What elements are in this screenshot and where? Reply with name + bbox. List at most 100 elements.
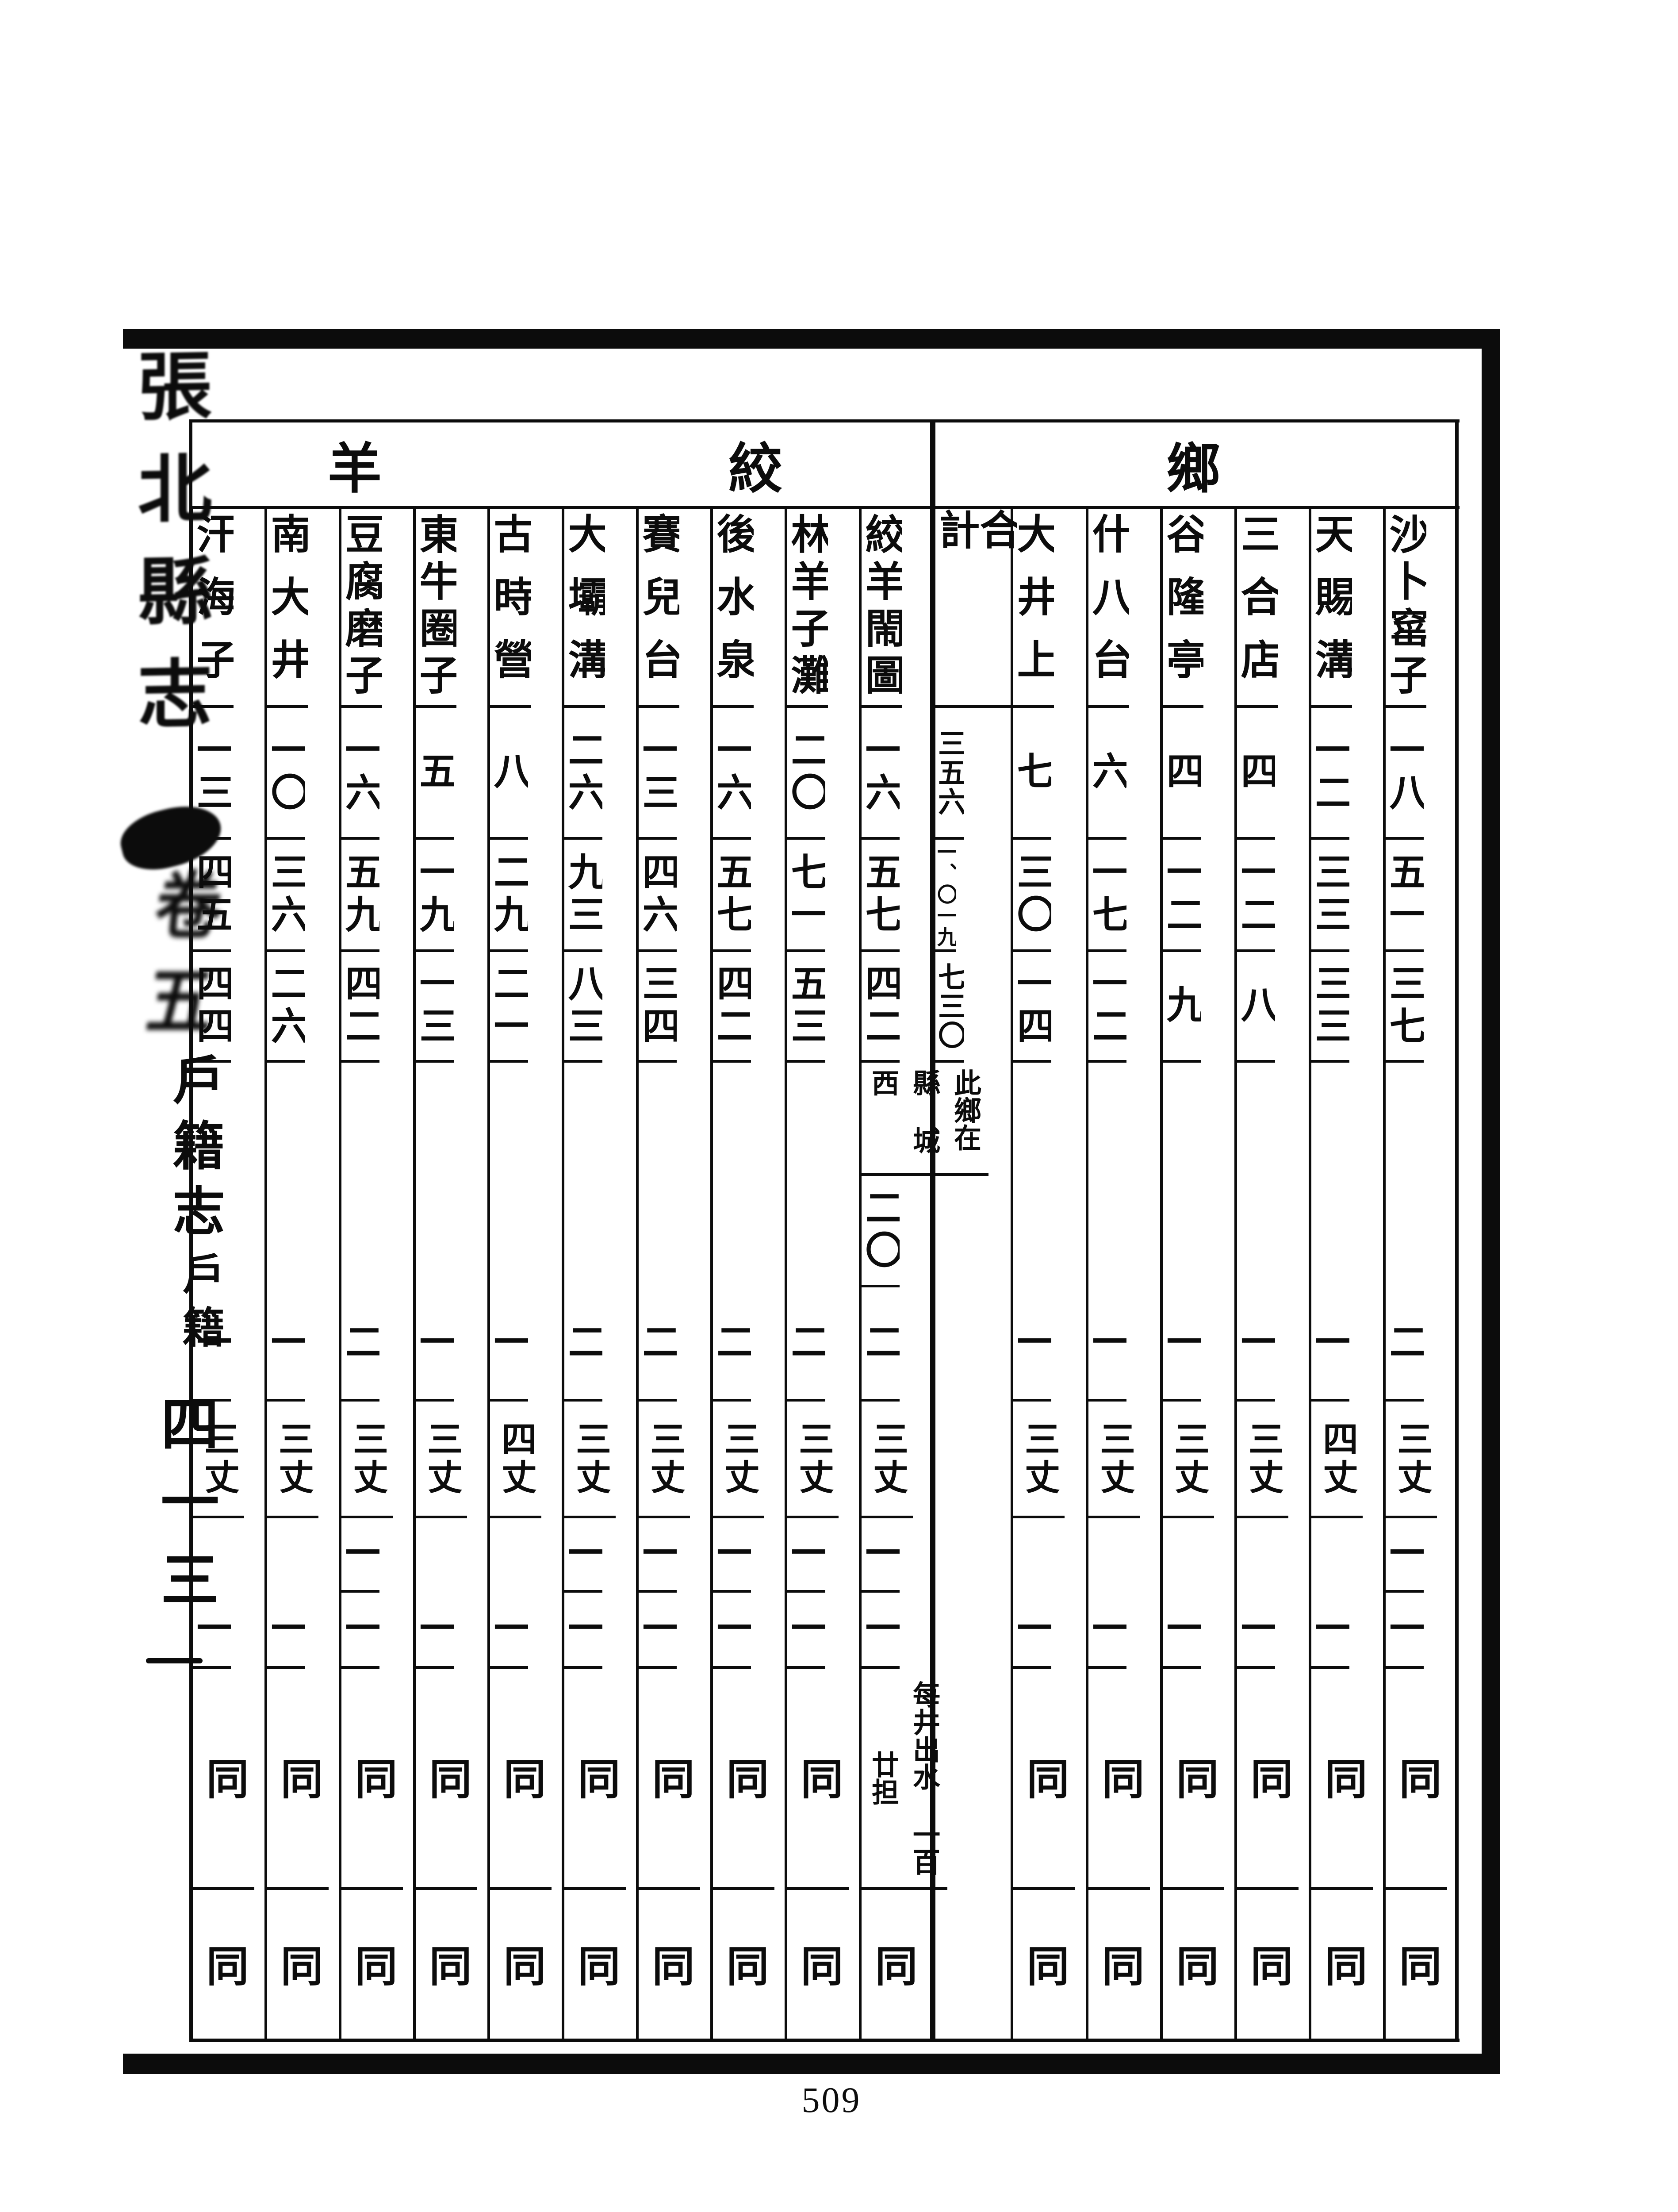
header-top-rule — [189, 419, 1460, 422]
cell-r1: 二〇 — [787, 708, 825, 840]
cell-r2: 五一 — [1386, 840, 1424, 952]
cell-r2: 五七 — [862, 840, 900, 952]
cell-r3: 一四 — [1013, 952, 1051, 1063]
cell-r8: 一 — [862, 1518, 900, 1593]
cell-r1: 一六 — [341, 708, 379, 840]
village-name: 賽兒台 — [639, 509, 679, 708]
cell-r6: 二 — [341, 1287, 379, 1402]
village-name: 合計 — [935, 509, 1017, 708]
cell-r2: 三六 — [267, 840, 305, 952]
cell-r2: 四五 — [193, 840, 231, 952]
village-column: 南大井 一〇 三六 二六一三丈一同同 — [264, 509, 339, 2040]
cell-r3: 一二 — [1088, 952, 1126, 1063]
cell-r7: 三丈 — [713, 1402, 764, 1518]
cell-r7: 三丈 — [267, 1402, 318, 1518]
cell-r10: 每井出水 一百廿担 — [862, 1669, 947, 1890]
cell-r10: 同 — [564, 1669, 626, 1890]
cell-r2: 一、〇一九 — [935, 840, 956, 952]
cell-r6: 一 — [490, 1287, 528, 1402]
cell-r10: 同 — [1013, 1669, 1075, 1890]
village-name: 什八台 — [1088, 509, 1129, 708]
village-name: 大井上 — [1013, 509, 1054, 708]
village-name: 谷隆亭 — [1163, 509, 1203, 708]
cell-r6: 二 — [1386, 1287, 1424, 1402]
cell-r3: 八 — [1237, 952, 1275, 1063]
cell-r3: 五三 — [787, 952, 825, 1063]
village-name: 後水泉 — [713, 509, 754, 708]
cell-r9: 一 — [639, 1593, 677, 1669]
cell-r11: 同 — [869, 1944, 916, 1986]
cell-r1: 八 — [490, 708, 528, 840]
cell-r7: 四丈 — [490, 1402, 541, 1518]
cell-r1: 一八 — [1386, 708, 1424, 840]
cell-r9: 一 — [787, 1593, 825, 1669]
cell-r3: 一三 — [416, 952, 454, 1063]
cell-r6: 二 — [564, 1287, 602, 1402]
cell-r4: 此鄉在縣 城西 — [862, 1063, 988, 1176]
cell-r3: 四二 — [341, 952, 379, 1063]
cell-r6: 二 — [862, 1287, 900, 1402]
cell-r3: 三三 — [1311, 952, 1349, 1063]
frame-right-rule — [1482, 329, 1500, 2074]
frame-bottom-rule — [123, 2054, 1500, 2074]
cell-r10: 同 — [1163, 1669, 1224, 1890]
village-name: 林羊子灘 — [787, 509, 828, 708]
village-name: 三合店 — [1237, 509, 1278, 708]
cell-r10: 同 — [1386, 1669, 1447, 1890]
cell-r2: 三〇 — [1013, 840, 1051, 952]
cell-r6: 一 — [267, 1287, 305, 1402]
cell-r6: 一 — [1311, 1287, 1349, 1402]
cell-r9: 一 — [713, 1593, 751, 1669]
cell-r7: 三丈 — [1163, 1402, 1214, 1518]
cell-r1: 二六 — [564, 708, 602, 840]
cell-r10: 同 — [193, 1669, 254, 1890]
cell-r2: 五七 — [713, 840, 751, 952]
village-name: 豆腐磨子 — [341, 509, 382, 708]
cell-r1: 一六 — [713, 708, 751, 840]
cell-r6: 二 — [787, 1287, 825, 1402]
cell-r11: 同 — [1020, 1944, 1068, 1986]
cell-r3: 四二 — [713, 952, 751, 1063]
village-column: 古時營八二九 二一一四丈一同同 — [487, 509, 562, 2040]
cell-r1: 六 — [1088, 708, 1126, 840]
cell-r9: 一 — [490, 1593, 528, 1669]
village-column: 三合店四一二八一三丈一同同 — [1234, 509, 1309, 2040]
cell-r10: 同 — [713, 1669, 774, 1890]
cell-r1: 四 — [1163, 708, 1201, 840]
cell-r8: 一 — [787, 1518, 825, 1593]
village-name: 沙卜窰子 — [1386, 509, 1426, 708]
cell-r1: 一三 — [193, 708, 231, 840]
cell-r11: 同 — [1096, 1944, 1143, 1986]
cell-r1: 五 — [416, 708, 454, 840]
village-column: 合計 三五六 一、〇一九 七三〇 — [935, 509, 1017, 2040]
cell-r6: 一 — [1237, 1287, 1275, 1402]
cell-r3: 四四 — [193, 952, 231, 1063]
page-number: 509 — [801, 2080, 862, 2120]
village-column: 豆腐磨子 一六 五九 四二二三丈一一同同 — [339, 509, 413, 2040]
cell-r7: 三丈 — [193, 1402, 244, 1518]
cell-r1: 一〇 — [267, 708, 305, 840]
cell-r2: 三三 — [1311, 840, 1349, 952]
village-column: 什八台六一七 一二一三丈一同同 — [1086, 509, 1160, 2040]
cell-r10: 同 — [787, 1669, 849, 1890]
cell-r7: 三丈 — [416, 1402, 467, 1518]
cell-r9: 一 — [862, 1593, 900, 1669]
cell-r8: 一 — [713, 1518, 751, 1593]
cell-r2: 一二 — [1237, 840, 1275, 952]
cell-r11: 同 — [1393, 1944, 1440, 1986]
cell-r9: 一 — [1088, 1593, 1126, 1669]
village-column: 天賜溝 一二 三三 三三一四丈一同同 — [1309, 509, 1383, 2040]
village-column: 汗海子 一三 四五 四四一三丈一同同 — [190, 509, 264, 2040]
cell-r9: 一 — [193, 1593, 231, 1669]
cell-r7: 三丈 — [862, 1402, 913, 1518]
cell-r11: 同 — [720, 1944, 767, 1986]
margin-subsection-label: 戶籍 — [176, 1252, 223, 1358]
cell-r9: 一 — [1386, 1593, 1424, 1669]
cell-r3: 九 — [1163, 952, 1201, 1063]
village-column: 林羊子灘 二〇 七一 五三二三丈一一同同 — [785, 509, 859, 2040]
header-bottom-rule — [189, 506, 1460, 509]
cell-r8: 一 — [639, 1518, 677, 1593]
village-name: 絞羊閙圖 — [862, 509, 902, 708]
cell-r6: 一 — [1163, 1287, 1201, 1402]
cell-r9: 一 — [1237, 1593, 1275, 1669]
